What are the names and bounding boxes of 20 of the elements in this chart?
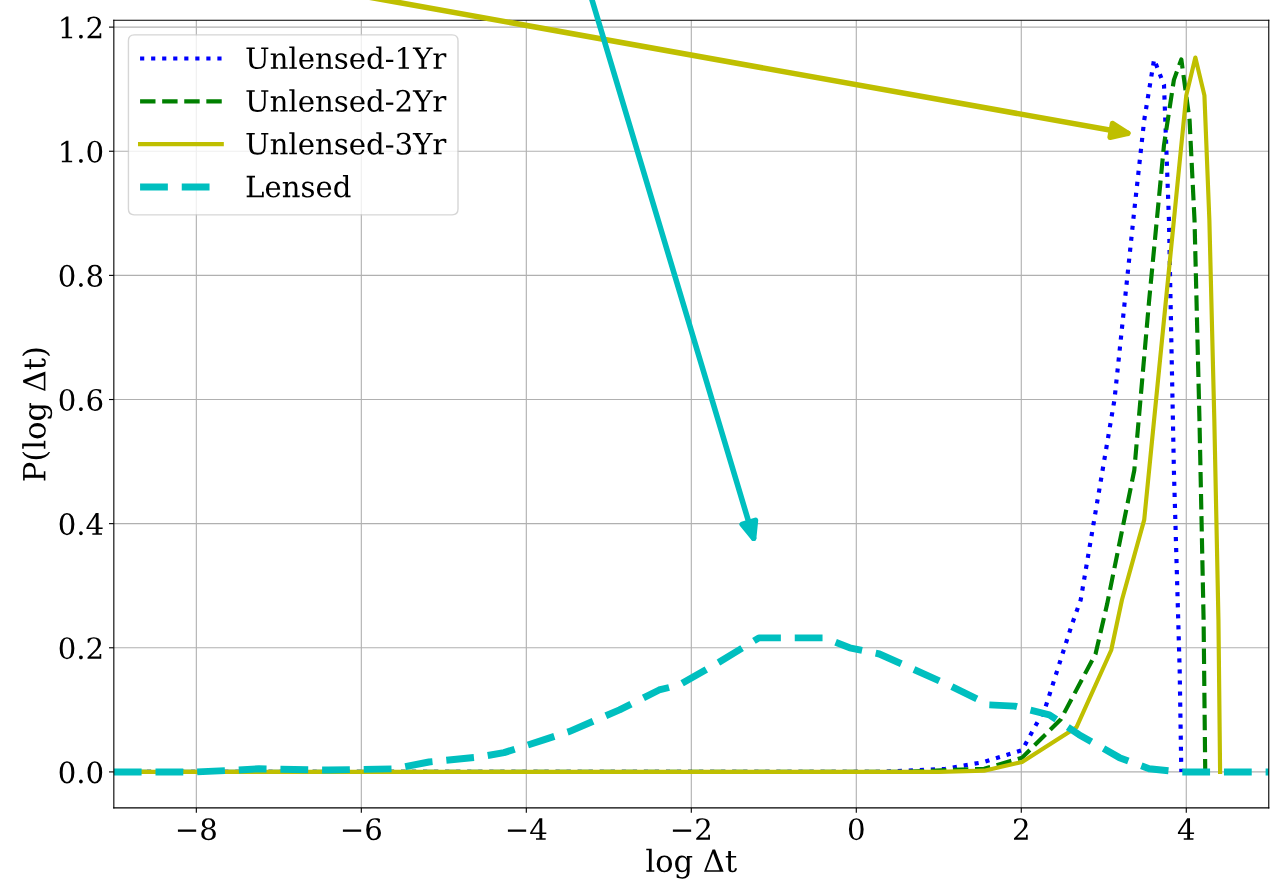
y-tick-label: 0.4 xyxy=(59,513,103,536)
x-axis-title: log Δt xyxy=(646,848,737,879)
x-tick-label: 0 xyxy=(848,818,864,841)
x-tick-label: −8 xyxy=(177,818,216,841)
x-tick-label: −4 xyxy=(507,818,547,840)
x-tick-label: −2 xyxy=(672,818,710,840)
x-tick-label: −6 xyxy=(342,818,381,841)
x-tick-label: 4 xyxy=(1177,818,1195,840)
x-tick-label: 2 xyxy=(1013,818,1028,840)
legend-label: Unlensed-3Yr xyxy=(246,132,447,155)
y-axis-title: P(log Δt) xyxy=(22,348,53,481)
y-tick-label: 0.2 xyxy=(59,637,102,660)
legend-label: Unlensed-2Yr xyxy=(246,89,447,112)
y-tick-label: 1.0 xyxy=(61,140,103,163)
y-tick-label: 1.2 xyxy=(61,16,102,39)
legend-label: Lensed xyxy=(246,174,351,198)
y-tick-label: 0.6 xyxy=(59,388,103,412)
y-tick-label: 0.0 xyxy=(59,761,103,784)
y-tick-label: 0.8 xyxy=(59,264,103,287)
legend-label: Unlensed-1Yr xyxy=(246,46,447,70)
